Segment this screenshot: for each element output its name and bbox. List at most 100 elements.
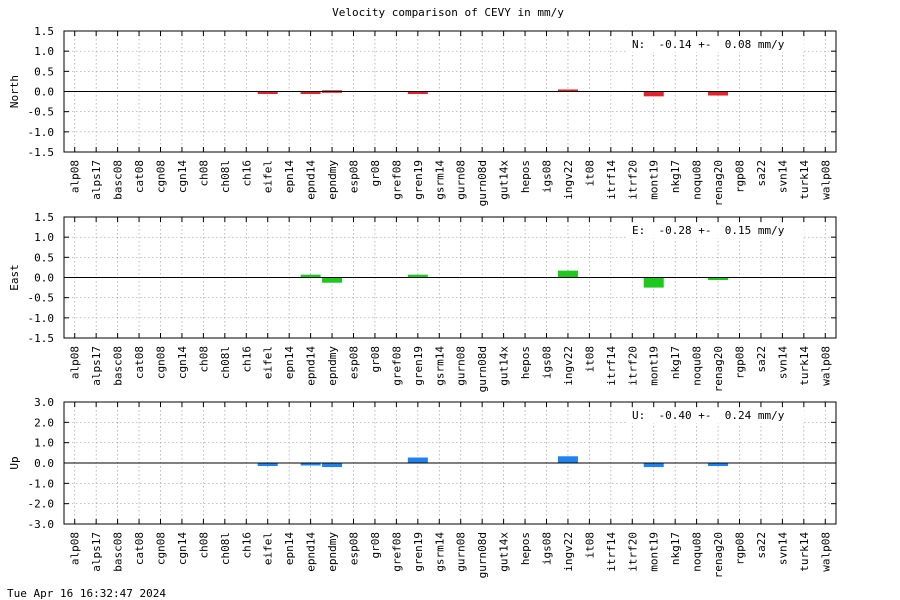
panel-up: 3.0 2.0 1.0 0.0 -1.0 -2.0 -3.0 alp08 alps17 basc0… [8,396,837,578]
xtick-label-itrf14: itrf14 [605,160,618,200]
xtick-label-cgn08: cgn08 [155,346,168,379]
xtick-label-alp08: alp08 [69,160,82,193]
xtick-label-alp08: alp08 [69,532,82,565]
xtick-label-gut14x: gut14x [498,346,511,386]
xtick-label-eifel: eifel [262,160,275,193]
ytick-label: 1.5 [34,25,54,38]
ytick-label: -1.5 [28,332,55,345]
xtick-label-renag20: renag20 [712,532,725,578]
annotation-background [628,223,804,238]
xtick-label-walp08: walp08 [819,160,832,200]
xtick-label-rgp08: rgp08 [734,346,747,379]
xtick-label-mont19: mont19 [648,346,661,386]
xtick-label-noqu08: noqu08 [691,160,704,200]
xtick-label-epndmy: epndmy [326,160,339,200]
ytick-label: 1.5 [34,211,54,224]
annotation-background [628,37,804,52]
xtick-label-ch08: ch08 [197,160,210,187]
xtick-label-ch08l: ch08l [219,160,232,193]
bar-ingv22 [557,89,578,92]
xtick-label-itrf20: itrf20 [626,532,639,572]
xtick-label-nkg17: nkg17 [669,160,682,193]
xtick-label-alp08: alp08 [69,346,82,379]
xtick-label-noqu08: noqu08 [691,346,704,386]
ytick-label: 0.0 [34,86,54,99]
xtick-label-alps17: alps17 [90,160,103,200]
ytick-label: 1.0 [34,45,54,58]
xtick-label-ch16: ch16 [240,346,253,373]
bar-ingv22 [557,456,578,463]
ytick-label: -1.0 [28,312,55,325]
xtick-label-epn14: epn14 [283,346,296,379]
bar-gren19 [407,91,428,94]
ytick-label: -1.0 [28,477,55,490]
velocity-annotation: U: -0.40 +- 0.24 mm/y [632,409,785,422]
xtick-label-igs08: igs08 [541,160,554,193]
xtick-label-cat08: cat08 [133,160,146,193]
xtick-label-cgn14: cgn14 [176,346,189,379]
xtick-label-sa22: sa22 [755,346,768,373]
ytick-label: 1.0 [34,437,54,450]
xtick-label-gsrm14: gsrm14 [433,346,446,386]
ytick-label: -1.5 [28,146,55,159]
xtick-label-epnd14: epnd14 [305,532,318,572]
bar-eifel [257,91,278,94]
xtick-label-esp08: esp08 [348,532,361,565]
xtick-label-walp08: walp08 [819,346,832,386]
xtick-label-basc08: basc08 [112,160,125,200]
xtick-label-gref08: gref08 [390,160,403,200]
xtick-label-igs08: igs08 [541,532,554,565]
y-axis-label: East [8,264,21,291]
xtick-label-esp08: esp08 [348,346,361,379]
xtick-label-mont19: mont19 [648,532,661,572]
bar-epndmy [322,277,343,283]
xtick-label-alps17: alps17 [90,532,103,572]
annotation-background [628,408,804,423]
xtick-label-hepos: hepos [519,346,532,379]
bar-epnd14 [300,91,321,94]
xtick-label-nkg17: nkg17 [669,346,682,379]
xtick-label-cgn08: cgn08 [155,160,168,193]
xtick-label-ch08l: ch08l [219,532,232,565]
ytick-label: -3.0 [28,518,55,531]
xtick-label-itrf20: itrf20 [626,160,639,200]
xtick-label-it08: it08 [583,346,596,373]
ytick-label: -0.5 [28,106,55,119]
xtick-label-gut14x: gut14x [498,160,511,200]
xtick-label-ch16: ch16 [240,532,253,559]
xtick-label-epn14: epn14 [283,532,296,565]
xtick-label-rgp08: rgp08 [734,532,747,565]
xtick-label-turk14: turk14 [798,160,811,200]
xtick-label-hepos: hepos [519,532,532,565]
ytick-label: -2.0 [28,498,55,511]
bar-epnd14 [300,274,321,278]
xtick-label-gurn08: gurn08 [455,346,468,386]
xtick-label-hepos: hepos [519,160,532,193]
xtick-label-gurn08d: gurn08d [476,160,489,206]
ytick-label: 0.5 [34,251,54,264]
xtick-label-epnd14: epnd14 [305,346,318,386]
bar-gren19 [407,457,428,463]
y-axis-label: North [8,75,21,108]
xtick-label-basc08: basc08 [112,532,125,572]
bar-gren19 [407,274,428,278]
xtick-label-gren19: gren19 [412,160,425,200]
xtick-label-epnd14: epnd14 [305,160,318,200]
xtick-label-ch16: ch16 [240,160,253,187]
bar-epndmy [322,463,343,468]
xtick-label-gurn08: gurn08 [455,160,468,200]
chart-panels: 1.5 1.0 0.5 0.0 -0.5 -1.0 -1.5 alp08 alps17 basc0… [8,25,837,578]
xtick-label-gren19: gren19 [412,532,425,572]
xtick-label-gurn08: gurn08 [455,532,468,572]
xtick-label-svn14: svn14 [776,532,789,565]
xtick-label-eifel: eifel [262,346,275,379]
xtick-label-itrf14: itrf14 [605,532,618,572]
xtick-label-sa22: sa22 [755,160,768,187]
xtick-label-epndmy: epndmy [326,346,339,386]
xtick-label-basc08: basc08 [112,346,125,386]
xtick-label-ingv22: ingv22 [562,346,575,386]
xtick-label-gsrm14: gsrm14 [433,160,446,200]
bar-mont19 [643,277,664,288]
ytick-label: 1.0 [34,231,54,244]
